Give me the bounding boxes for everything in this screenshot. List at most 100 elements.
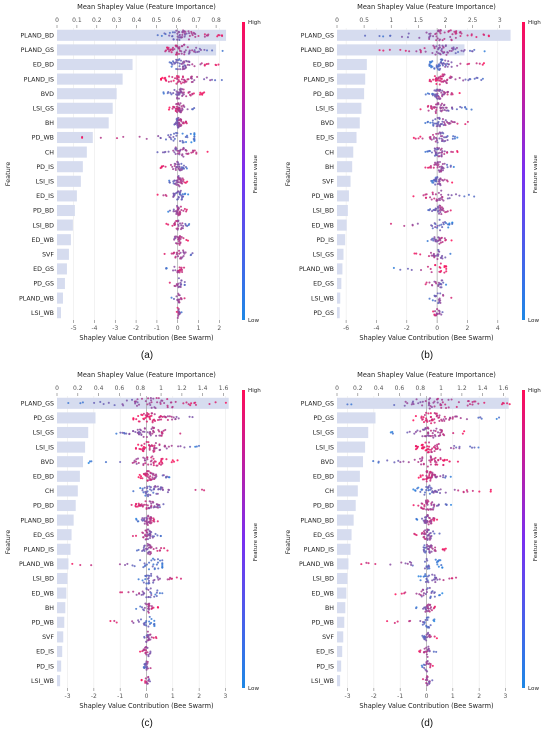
swarm-point bbox=[153, 477, 156, 481]
swarm-point bbox=[426, 616, 429, 619]
swarm-point bbox=[173, 137, 176, 140]
bottom-tick-label: -3 bbox=[65, 693, 71, 700]
swarm-point bbox=[425, 669, 428, 672]
swarm-point bbox=[440, 77, 443, 81]
swarm-point bbox=[431, 51, 434, 55]
swarm-point bbox=[442, 74, 445, 78]
swarm-point bbox=[433, 504, 436, 508]
swarm-point bbox=[393, 461, 396, 464]
swarm-point bbox=[420, 459, 424, 462]
swarm-point bbox=[152, 427, 155, 430]
panel-label: (c) bbox=[141, 718, 153, 729]
chart-panel-1: Mean Shapley Value (Feature Importance)0… bbox=[4, 3, 261, 361]
swarm-point bbox=[174, 168, 177, 172]
swarm-point bbox=[425, 543, 429, 546]
swarm-point bbox=[425, 31, 428, 34]
swarm-point bbox=[393, 403, 396, 407]
swarm-point bbox=[434, 558, 437, 561]
swarm-point bbox=[429, 165, 432, 168]
swarm-point bbox=[417, 476, 420, 479]
swarm-point bbox=[439, 61, 442, 64]
swarm-point bbox=[432, 137, 435, 140]
swarm-point bbox=[406, 431, 409, 434]
swarm-point bbox=[452, 432, 455, 435]
swarm-point bbox=[164, 193, 167, 197]
swarm-point bbox=[151, 455, 154, 458]
swarm-point bbox=[439, 256, 442, 259]
swarm-point bbox=[139, 618, 143, 621]
swarm-point bbox=[183, 193, 186, 196]
swarm-point bbox=[146, 475, 149, 478]
panel-label: (a) bbox=[141, 350, 153, 361]
feature-label: BVD bbox=[321, 459, 334, 466]
swarm-point bbox=[146, 630, 149, 633]
swarm-point bbox=[480, 78, 483, 82]
swarm-point bbox=[446, 139, 449, 142]
swarm-point bbox=[122, 135, 125, 138]
swarm-point bbox=[102, 402, 105, 406]
swarm-point bbox=[440, 209, 443, 212]
swarm-point bbox=[420, 532, 423, 535]
swarm-point bbox=[180, 50, 183, 53]
swarm-point bbox=[147, 568, 151, 571]
swarm-point bbox=[455, 30, 458, 33]
swarm-point bbox=[430, 271, 433, 274]
swarm-point bbox=[141, 579, 144, 582]
importance-bar bbox=[337, 675, 341, 687]
importance-bar bbox=[337, 660, 342, 672]
swarm-point bbox=[438, 180, 441, 183]
swarm-point bbox=[188, 415, 191, 418]
swarm-point bbox=[175, 179, 178, 182]
swarm-point bbox=[420, 502, 423, 505]
swarm-point bbox=[172, 180, 175, 183]
swarm-point bbox=[146, 458, 149, 461]
swarm-point bbox=[402, 460, 405, 463]
swarm-point bbox=[419, 108, 422, 111]
swarm-point bbox=[427, 489, 430, 492]
swarm-point bbox=[137, 415, 140, 418]
top-axis-title: Mean Shapley Value (Feature Importance) bbox=[77, 3, 216, 11]
swarm-point bbox=[454, 193, 458, 196]
swarm-point bbox=[178, 312, 181, 315]
swarm-point bbox=[421, 456, 424, 459]
swarm-point bbox=[146, 413, 149, 416]
swarm-point bbox=[145, 582, 148, 585]
swarm-point bbox=[432, 578, 435, 581]
swarm-point bbox=[175, 204, 179, 208]
swarm-point bbox=[143, 565, 146, 568]
swarm-point bbox=[137, 461, 140, 465]
swarm-point bbox=[427, 631, 430, 634]
swarm-point bbox=[441, 39, 444, 42]
swarm-point bbox=[435, 518, 439, 521]
swarm-point bbox=[391, 430, 394, 433]
swarm-point bbox=[431, 227, 434, 230]
swarm-point bbox=[168, 181, 171, 184]
swarm-point bbox=[140, 433, 143, 436]
swarm-point bbox=[166, 46, 169, 49]
swarm-point bbox=[421, 404, 424, 407]
swarm-point bbox=[150, 489, 153, 492]
swarm-point bbox=[163, 252, 166, 255]
swarm-point bbox=[459, 105, 462, 108]
swarm-point bbox=[428, 445, 431, 448]
colorbar-high-label: High bbox=[528, 388, 541, 394]
swarm-point bbox=[441, 548, 444, 551]
swarm-point bbox=[174, 285, 177, 288]
swarm-point bbox=[149, 587, 152, 590]
importance-bar bbox=[57, 426, 89, 439]
swarm-point bbox=[166, 578, 169, 581]
swarm-point bbox=[177, 175, 180, 178]
swarm-point bbox=[422, 546, 425, 549]
swarm-point bbox=[146, 504, 149, 507]
swarm-point bbox=[439, 132, 442, 135]
swarm-point bbox=[179, 87, 182, 90]
swarm-point bbox=[194, 35, 197, 38]
importance-bar bbox=[337, 514, 354, 526]
swarm-point bbox=[452, 447, 455, 450]
swarm-point bbox=[454, 48, 457, 51]
feature-label: BH bbox=[45, 120, 54, 127]
swarm-point bbox=[437, 504, 440, 507]
swarm-point bbox=[166, 418, 169, 422]
swarm-point bbox=[435, 50, 438, 53]
swarm-point bbox=[435, 490, 438, 493]
